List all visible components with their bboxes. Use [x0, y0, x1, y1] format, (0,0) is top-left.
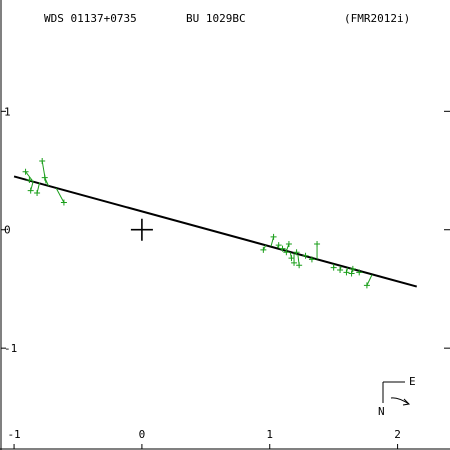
header-left-text: WDS 01137+0735 — [44, 12, 137, 25]
primary-star-marker — [130, 218, 153, 241]
residual-line — [366, 274, 373, 286]
orbit-group — [13, 175, 418, 288]
compass-arrow-head — [402, 398, 411, 406]
compass-north-label: N — [378, 405, 385, 418]
observation-point — [270, 233, 277, 240]
compass-indicator: E N — [378, 375, 416, 418]
compass-motion-arrow — [390, 397, 410, 405]
observation-point — [348, 270, 355, 277]
observation-point — [41, 174, 48, 181]
observation-point — [302, 252, 309, 259]
residual-line — [25, 171, 33, 181]
observation-point — [27, 187, 34, 194]
observation-point — [337, 267, 344, 273]
primary-star-group — [130, 218, 153, 241]
observation-point — [308, 256, 315, 263]
observation-point — [363, 282, 370, 289]
observation-point — [288, 255, 295, 262]
header-right-text: (FMR2012i) — [344, 12, 410, 25]
x-tick-label: 2 — [394, 428, 401, 441]
observation-point — [291, 259, 298, 266]
observation-point — [34, 190, 41, 197]
x-tick-label: 1 — [266, 428, 273, 441]
orbit-line — [13, 175, 418, 288]
observation-group — [22, 158, 373, 289]
residual-line — [44, 177, 50, 187]
observation-point — [314, 240, 321, 247]
observation-point — [293, 249, 300, 256]
x-tick-label: -1 — [7, 428, 20, 441]
x-tick-label: 0 — [139, 428, 146, 441]
tick-group: -1 0 1 2 1 0 -1 — [1, 105, 450, 449]
observation-point — [285, 240, 292, 247]
y-tick-label: -1 — [4, 342, 17, 355]
observation-point — [60, 199, 67, 206]
compass-east-label: E — [409, 375, 416, 388]
observation-point — [279, 245, 286, 252]
observation-point — [275, 242, 282, 249]
residual-line — [55, 188, 65, 203]
observation-point — [22, 168, 29, 175]
header-center-text: BU 1029BC — [186, 12, 246, 25]
observation-point — [260, 246, 267, 253]
y-tick-label: 1 — [4, 105, 11, 118]
observation-point — [356, 269, 363, 276]
y-tick-label: 0 — [4, 224, 11, 237]
observation-point — [343, 269, 350, 276]
observation-point — [296, 262, 303, 269]
observation-point — [39, 158, 46, 165]
observation-point — [330, 264, 337, 271]
